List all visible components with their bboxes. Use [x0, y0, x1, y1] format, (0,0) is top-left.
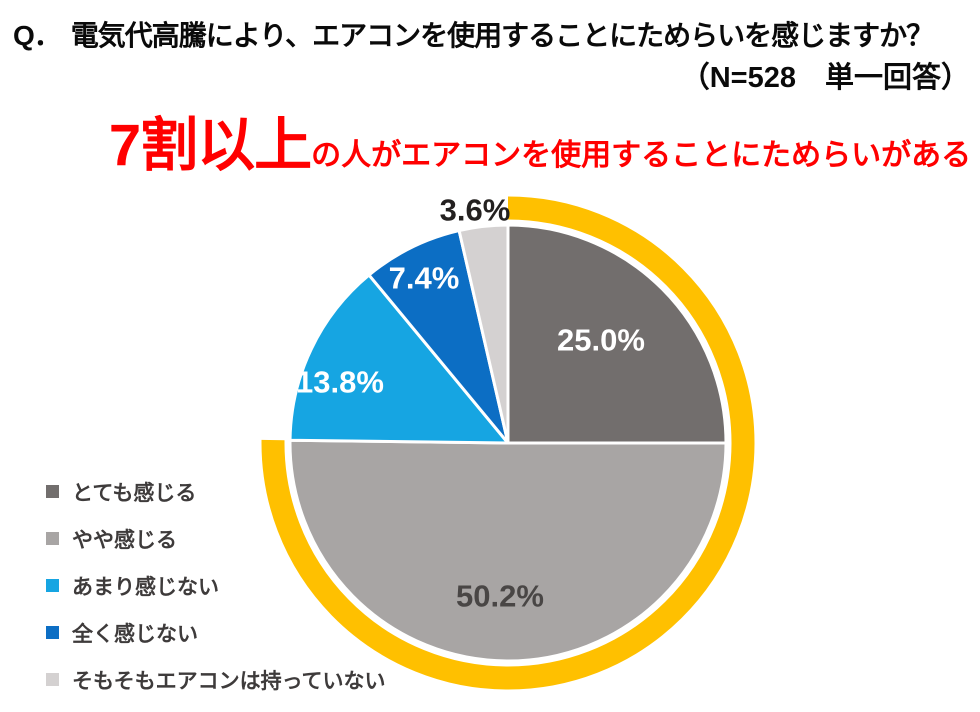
pie-slice-label-3: 7.4%	[389, 261, 460, 296]
highlight-arc	[261, 196, 755, 690]
legend: とても感じる やや感じるあまり感じない 全く感じないそもそもエアコンは持っていない	[46, 468, 386, 703]
legend-label: 全く感じない	[72, 622, 198, 646]
legend-label: やや感じる	[72, 528, 177, 552]
legend-swatch-icon	[46, 579, 59, 592]
legend-label: あまり感じない	[72, 575, 219, 599]
question-text: 電気代高騰により、エアコンを使用することにためらいを感じますか？	[70, 20, 934, 51]
legend-item-1: やや感じる	[46, 515, 386, 562]
legend-swatch-icon	[46, 673, 59, 686]
pie-slice-0	[506, 223, 728, 445]
pie-slice-label-1: 50.2%	[456, 579, 544, 614]
pie-slice-2	[288, 273, 510, 445]
headline: 7割以上の人がエアコンを使用することにためらいがある	[100, 98, 980, 182]
pie-slice-4	[457, 223, 510, 445]
legend-swatch-icon	[46, 626, 59, 639]
headline-emphasis: 7割以上	[108, 113, 312, 178]
headline-rest: の人がエアコンを使用することにためらいがある	[311, 139, 972, 172]
legend-label: そもそもエアコンは持っていない	[72, 669, 386, 693]
legend-item-3: 全く感じない	[46, 609, 386, 656]
sample-size: （N=528 単一回答）	[680, 62, 970, 94]
pie-slice-1	[288, 438, 728, 663]
legend-item-4: そもそもエアコンは持っていない	[46, 656, 386, 703]
question-title: Q． 電気代高騰により、エアコンを使用することにためらいを感じますか？	[13, 14, 934, 54]
pie-slice-label-0: 25.0%	[557, 323, 645, 358]
legend-item-0: とても感じる	[46, 468, 386, 515]
legend-swatch-icon	[46, 485, 59, 498]
pie-slice-label-2: 13.8%	[296, 365, 384, 400]
pie-slice-3	[367, 229, 510, 445]
pie-slice-label-4: 3.6%	[440, 193, 511, 228]
question-prefix: Q．	[13, 20, 62, 51]
legend-swatch-icon	[46, 532, 59, 545]
legend-label: とても感じる	[72, 481, 197, 505]
legend-item-2: あまり感じない	[46, 562, 386, 609]
